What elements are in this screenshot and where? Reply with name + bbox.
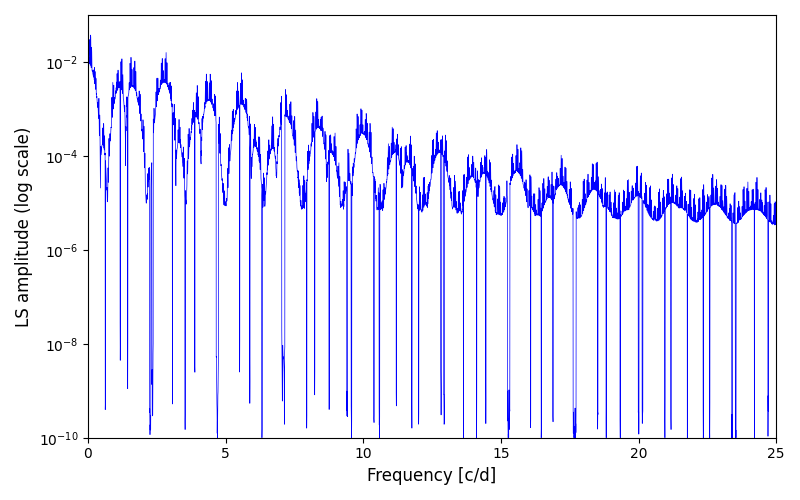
Y-axis label: LS amplitude (log scale): LS amplitude (log scale) <box>15 126 33 326</box>
X-axis label: Frequency [c/d]: Frequency [c/d] <box>367 467 497 485</box>
